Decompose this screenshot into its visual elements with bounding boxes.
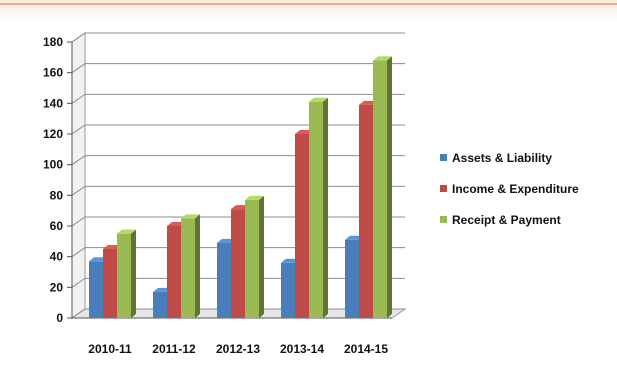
bar-front [359, 104, 373, 318]
bar [117, 229, 136, 318]
gridline [71, 124, 405, 135]
bar [373, 56, 392, 319]
bars [89, 56, 392, 319]
y-tick-label: 20 [50, 280, 64, 294]
bar-front [181, 218, 195, 318]
y-tick-label: 0 [56, 311, 63, 325]
y-tick-label: 60 [50, 219, 64, 233]
bar-front [231, 209, 245, 318]
y-tick-label: 80 [50, 188, 64, 202]
bar-side [259, 195, 264, 318]
gridline [71, 63, 405, 74]
bar-side [323, 97, 328, 318]
x-tick-label: 2014-15 [344, 342, 388, 356]
bar-front [295, 134, 309, 318]
bar-top [117, 229, 136, 234]
x-tick-label: 2010-11 [88, 342, 132, 356]
gridline [71, 32, 405, 43]
bar-front [167, 226, 181, 318]
y-tick-label: 40 [50, 250, 64, 264]
legend-label: Assets & Liability [452, 151, 552, 165]
bar-front [345, 239, 359, 318]
y-tick-label: 140 [43, 96, 63, 110]
legend-swatch [440, 154, 447, 161]
y-tick-label: 100 [43, 158, 63, 172]
legend: Assets & Liability Income & Expenditure Re… [440, 151, 579, 227]
bar-front [89, 261, 103, 318]
bar-front [309, 101, 323, 318]
bar-front [117, 233, 131, 318]
bar [181, 214, 200, 318]
x-tick-labels: 2010-11 2011-12 2012-13 2013-14 2014-15 [88, 342, 388, 356]
y-tick-label: 180 [43, 35, 63, 49]
bar [245, 195, 264, 318]
legend-item: Assets & Liability [440, 151, 552, 165]
y-tick-label: 160 [43, 66, 63, 80]
bar-front [281, 262, 295, 318]
gridline [71, 93, 405, 104]
x-tick-label: 2011-12 [152, 342, 196, 356]
top-banner-strip [0, 0, 617, 22]
legend-swatch [440, 216, 447, 223]
legend-label: Receipt & Payment [452, 213, 561, 227]
side-wall [71, 32, 86, 319]
bar-front [103, 249, 117, 318]
bar-front [153, 291, 167, 318]
bar-front [373, 60, 387, 319]
bar-front [217, 242, 231, 318]
bar-side [387, 56, 392, 319]
bar-side [131, 229, 136, 318]
bar-top [373, 56, 392, 61]
top-border-line [0, 3, 617, 5]
x-tick-label: 2013-14 [280, 342, 324, 356]
x-tick-label: 2012-13 [216, 342, 260, 356]
legend-item: Income & Expenditure [440, 182, 579, 196]
y-tick-labels: 0 20 40 60 80 100 120 140 160 180 [43, 35, 63, 325]
bar-front [245, 199, 259, 318]
legend-item: Receipt & Payment [440, 213, 561, 227]
legend-label: Income & Expenditure [452, 182, 579, 196]
legend-swatch [440, 185, 447, 192]
bar-side [195, 214, 200, 318]
bar [309, 97, 328, 318]
bar-top [181, 214, 200, 219]
y-tick-label: 120 [43, 127, 63, 141]
bar-top [245, 195, 264, 200]
bar-top [309, 97, 328, 102]
